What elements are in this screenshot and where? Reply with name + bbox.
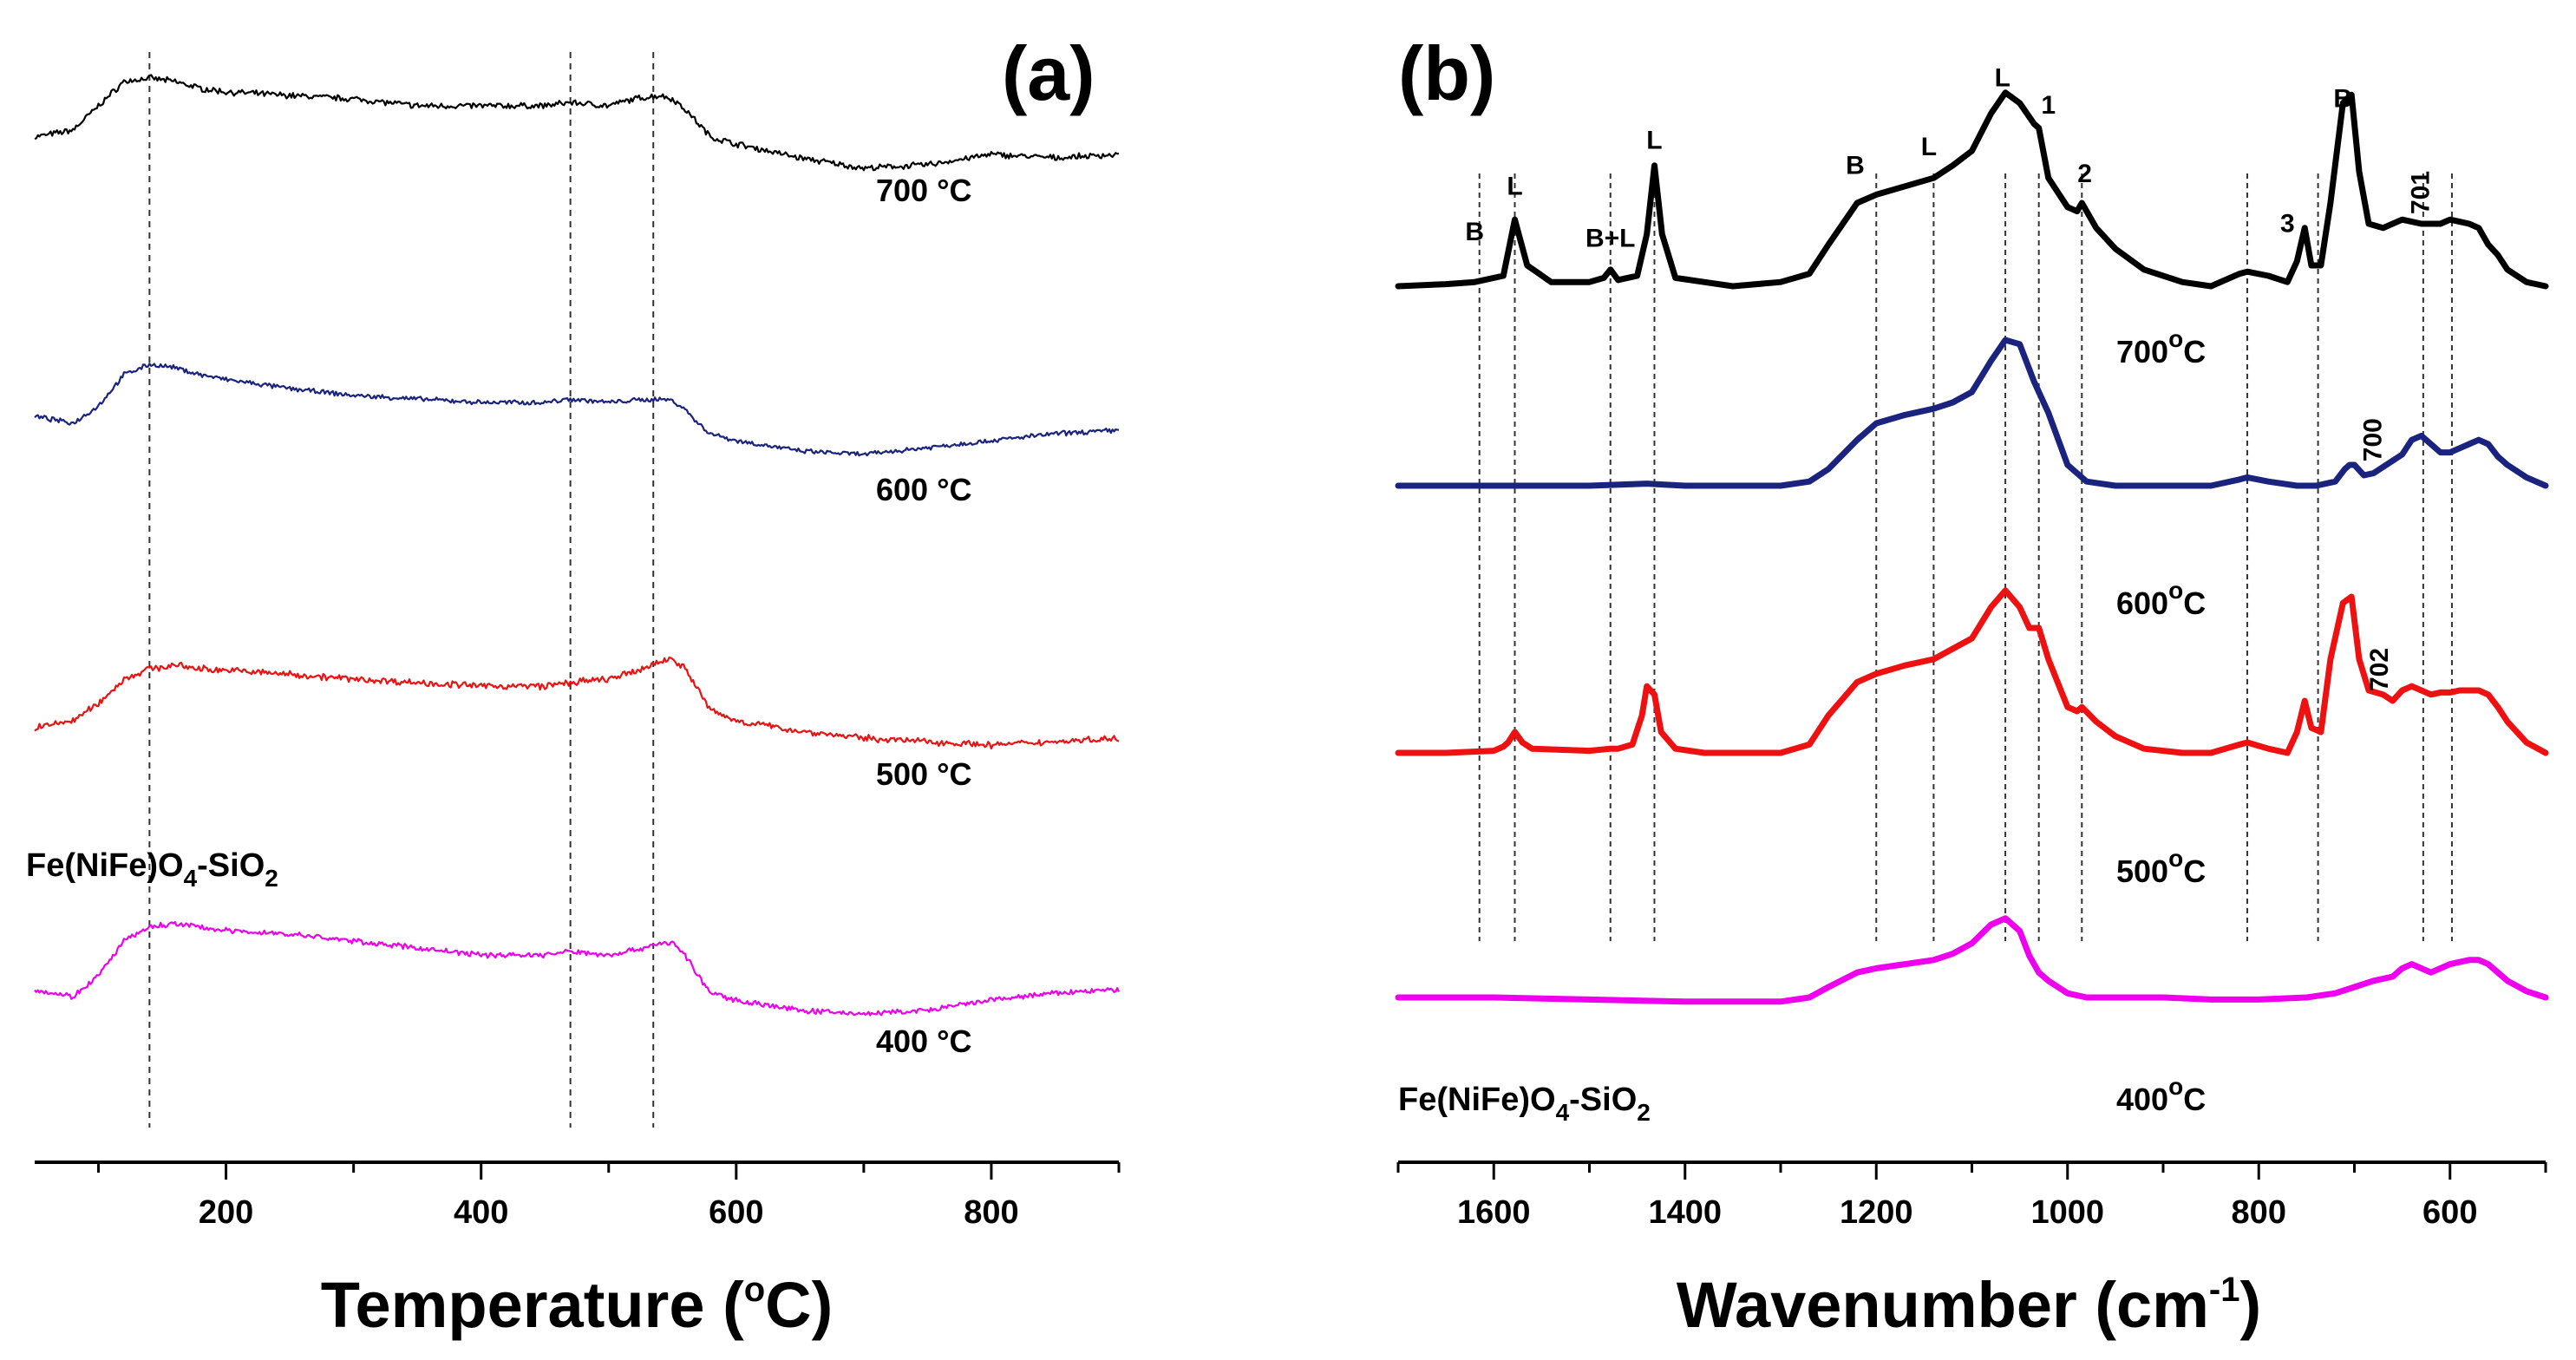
peak-label: L xyxy=(1995,64,2010,93)
reference-lines xyxy=(1478,173,2453,941)
panel-b-wavenumber: 1600 1400 1200 1000 800 600 BLB+LLBLL123B7017… xyxy=(1395,30,2549,1341)
series-label: 500 °C xyxy=(876,756,971,792)
series-label: 700oC xyxy=(2116,325,2206,369)
peak-label: 1 xyxy=(2041,91,2056,120)
peak-label: B xyxy=(1465,218,1484,246)
x-tick-label: 400 xyxy=(454,1194,508,1231)
x-tick-label: 200 xyxy=(199,1194,253,1231)
series-labels: 700oC 600oC 500oC 400oC xyxy=(2116,325,2206,1117)
x-tick-label: 600 xyxy=(2422,1194,2477,1231)
x-tick-label: 800 xyxy=(964,1194,1018,1231)
x-ticks: 1600 1400 1200 1000 800 600 xyxy=(1396,1162,2547,1231)
rotated-peak-label: 701 xyxy=(2406,171,2435,214)
sample-label: Fe(NiFe)O4-SiO2 xyxy=(26,847,278,892)
peak-label: B xyxy=(2333,85,2352,114)
series-group xyxy=(34,74,1121,1017)
series-label: 400 °C xyxy=(876,1023,971,1059)
peak-label: 3 xyxy=(2280,210,2295,239)
x-tick-label: 1000 xyxy=(2030,1194,2104,1231)
series-line xyxy=(34,74,1120,172)
series-group xyxy=(1395,89,2549,1005)
series-label: 700 °C xyxy=(876,173,971,208)
x-axis-title: Temperature (oC) xyxy=(321,1269,834,1341)
rotated-peak-label: 702 xyxy=(2365,648,2394,691)
panel-a-temperature: 200 400 600 800 (a) 700 °C 600 °C 500 °C 40… xyxy=(26,30,1121,1341)
series-line xyxy=(1395,587,2549,756)
x-tick-label: 1600 xyxy=(1457,1194,1531,1231)
panel-label: (b) xyxy=(1398,30,1495,116)
reference-lines xyxy=(148,52,655,1128)
peak-label: L xyxy=(1646,127,1662,155)
series-line xyxy=(34,363,1120,457)
x-tick-label: 1400 xyxy=(1648,1194,1722,1231)
peak-label: B xyxy=(1846,151,1865,180)
series-label: 500oC xyxy=(2116,845,2206,889)
series-labels: 700 °C 600 °C 500 °C 400 °C xyxy=(876,173,971,1059)
x-ticks: 200 400 600 800 xyxy=(97,1162,1121,1231)
x-tick-label: 1200 xyxy=(1840,1194,1913,1231)
series-label: 600 °C xyxy=(876,472,971,507)
peak-label: 2 xyxy=(2077,160,2092,188)
peak-label: L xyxy=(1921,133,1937,161)
peak-label: L xyxy=(1507,172,1522,200)
series-line xyxy=(34,921,1121,1017)
sample-label: Fe(NiFe)O4-SiO2 xyxy=(1398,1082,1651,1126)
series-line xyxy=(34,657,1120,750)
series-line xyxy=(1395,915,2549,1005)
series-line xyxy=(1395,337,2549,489)
x-axis-title: Wavenumber (cm-1) xyxy=(1677,1269,2261,1341)
series-line xyxy=(1395,89,2549,290)
series-label: 600oC xyxy=(2116,577,2206,621)
x-tick-label: 600 xyxy=(709,1194,763,1231)
peak-label: B+L xyxy=(1585,224,1636,252)
rotated-peak-label: 700 xyxy=(2358,418,2387,461)
x-tick-label: 800 xyxy=(2232,1194,2286,1231)
panel-label: (a) xyxy=(1002,30,1095,116)
series-label: 400oC xyxy=(2116,1073,2206,1117)
